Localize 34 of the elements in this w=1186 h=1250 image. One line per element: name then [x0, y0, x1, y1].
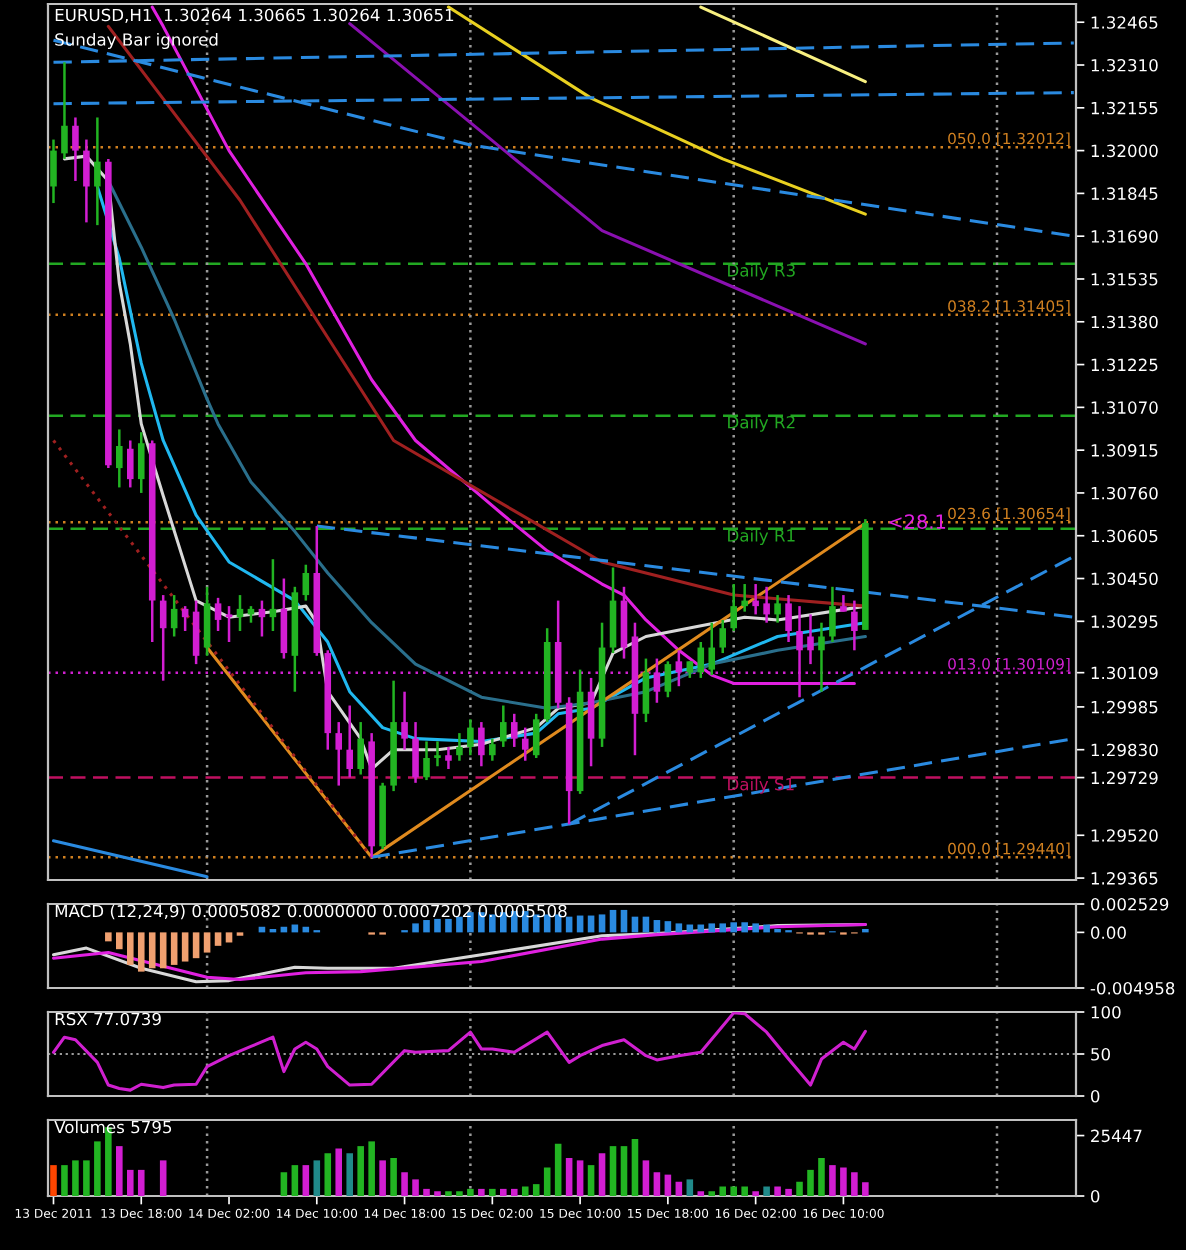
y-tick-label: 1.31225	[1091, 358, 1158, 372]
y-tick-label: 1.29729	[1091, 771, 1158, 785]
chart-title: Volumes 5795	[54, 1120, 172, 1134]
y-tick-label: 1.30605	[1091, 529, 1158, 543]
annotation: <28.1	[889, 514, 946, 529]
y-tick-label: 1.31535	[1091, 272, 1158, 286]
y-tick-label: 100	[1091, 1005, 1121, 1019]
y-tick-label: 1.32465	[1091, 16, 1158, 29]
y-tick-label: 1.32310	[1091, 58, 1158, 72]
y-tick-label: 0.00	[1090, 926, 1126, 939]
y-tick-label: 1.32000	[1091, 144, 1158, 158]
y-tick-label: 1.30915	[1091, 444, 1158, 457]
y-tick-label: 1.29830	[1091, 743, 1158, 757]
y-tick-label: 1.29985	[1091, 700, 1158, 714]
y-tick-label: 25447	[1091, 1129, 1142, 1143]
y-tick-label: 1.31845	[1091, 187, 1158, 200]
y-tick-label: 1.30295	[1091, 615, 1158, 628]
y-tick-label: 1.30109	[1091, 666, 1158, 680]
y-tick-label: 0.002529	[1090, 897, 1169, 911]
y-tick-label: 1.30450	[1091, 572, 1158, 586]
y-tick-label: 1.31070	[1091, 401, 1158, 414]
y-tick-label: 1.31380	[1091, 315, 1158, 329]
y-tick-label: 50	[1091, 1047, 1110, 1061]
y-tick-label: 1.32155	[1091, 101, 1158, 115]
y-tick-label: 1.29520	[1091, 829, 1158, 842]
y-tick-label: 1.30760	[1091, 486, 1158, 500]
y-tick-label: 1.31690	[1091, 230, 1158, 243]
y-tick-label: 0	[1090, 1189, 1100, 1203]
chart-title: RSX 77.0739	[55, 1012, 161, 1026]
chart-title: MACD (12,24,9) 0.0005082 0.0000000 0.0007202 0.0005508	[55, 904, 567, 920]
chart-title: EURUSD,H1 1.30264 1.30665 1.30264 1.30651	[55, 8, 454, 23]
y-tick-label: 1.29365	[1091, 872, 1158, 885]
y-tick-label: -0.004958	[1090, 981, 1175, 995]
y-tick-label: 0	[1090, 1089, 1100, 1103]
